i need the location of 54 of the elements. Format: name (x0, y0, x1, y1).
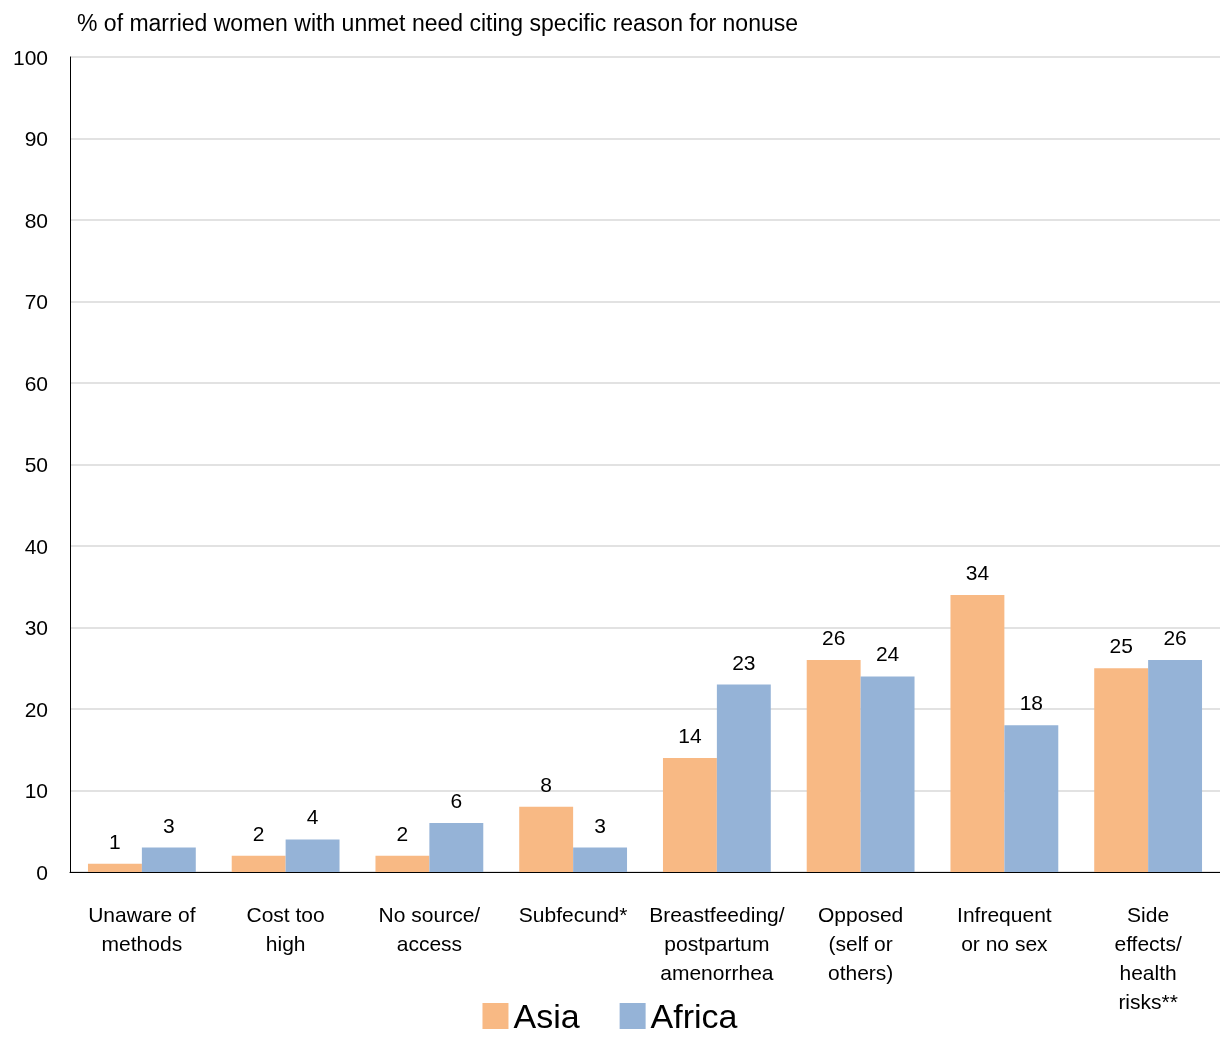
y-tick-label: 10 (24, 779, 48, 802)
bar (285, 839, 340, 872)
bar (87, 863, 142, 872)
data-label: 4 (306, 805, 319, 829)
x-tick-label: No source/access (378, 903, 481, 955)
x-tick-label: Cost too high (246, 903, 325, 955)
data-label: 26 (1163, 626, 1187, 650)
data-label: 1 (109, 829, 121, 853)
bar (662, 757, 717, 872)
y-tick-label: 90 (24, 127, 48, 150)
y-tick-label: 60 (24, 371, 48, 395)
chart-title: % of married women with unmet need citing specific reason for nonuse (77, 9, 799, 36)
bar (375, 855, 430, 872)
data-label: 18 (1019, 691, 1044, 715)
y-tick-label: 80 (24, 208, 48, 232)
x-tick-label: Unaware of methods (88, 903, 196, 955)
data-label: 3 (162, 813, 175, 837)
y-tick-label: 30 (24, 616, 48, 639)
x-tick-label: Opposed (self or others) (818, 903, 904, 984)
x-tick-label: Breastfeeding/ postpartum amenorrhea (649, 903, 785, 984)
y-tick-label: 0 (36, 860, 48, 884)
data-label: 3 (594, 813, 606, 837)
data-label: 8 (540, 772, 553, 796)
data-label: 24 (875, 642, 900, 666)
bar (806, 660, 861, 872)
data-label: 26 (821, 626, 846, 650)
legend-label: Africa (650, 997, 738, 1035)
x-tick-label: Infrequent or no sex (957, 903, 1052, 955)
y-tick-label: 100 (12, 45, 48, 69)
bar (141, 847, 196, 872)
bar (1148, 660, 1203, 872)
data-label: 23 (732, 650, 756, 674)
x-tick-label: Subfecund* (518, 903, 628, 926)
bar (429, 823, 484, 872)
bar (231, 855, 286, 872)
bar (1004, 725, 1059, 872)
data-label: 14 (678, 723, 702, 747)
bar (716, 684, 771, 872)
x-tick-label: Side effects/ health risks** (1114, 903, 1182, 1013)
y-tick-label: 20 (24, 697, 48, 721)
data-label: 34 (965, 560, 990, 584)
bar (573, 847, 628, 872)
legend-label: Asia (513, 997, 580, 1035)
y-tick-label: 70 (24, 290, 48, 313)
bar (950, 594, 1005, 872)
bar (519, 806, 574, 872)
data-label: 2 (396, 821, 409, 845)
bar (1094, 668, 1149, 872)
bar (860, 676, 915, 872)
y-tick-label: 50 (24, 453, 48, 476)
y-tick-label: 40 (24, 534, 48, 558)
data-label: 6 (450, 789, 463, 813)
data-label: 25 (1109, 634, 1133, 658)
data-label: 2 (252, 821, 265, 845)
